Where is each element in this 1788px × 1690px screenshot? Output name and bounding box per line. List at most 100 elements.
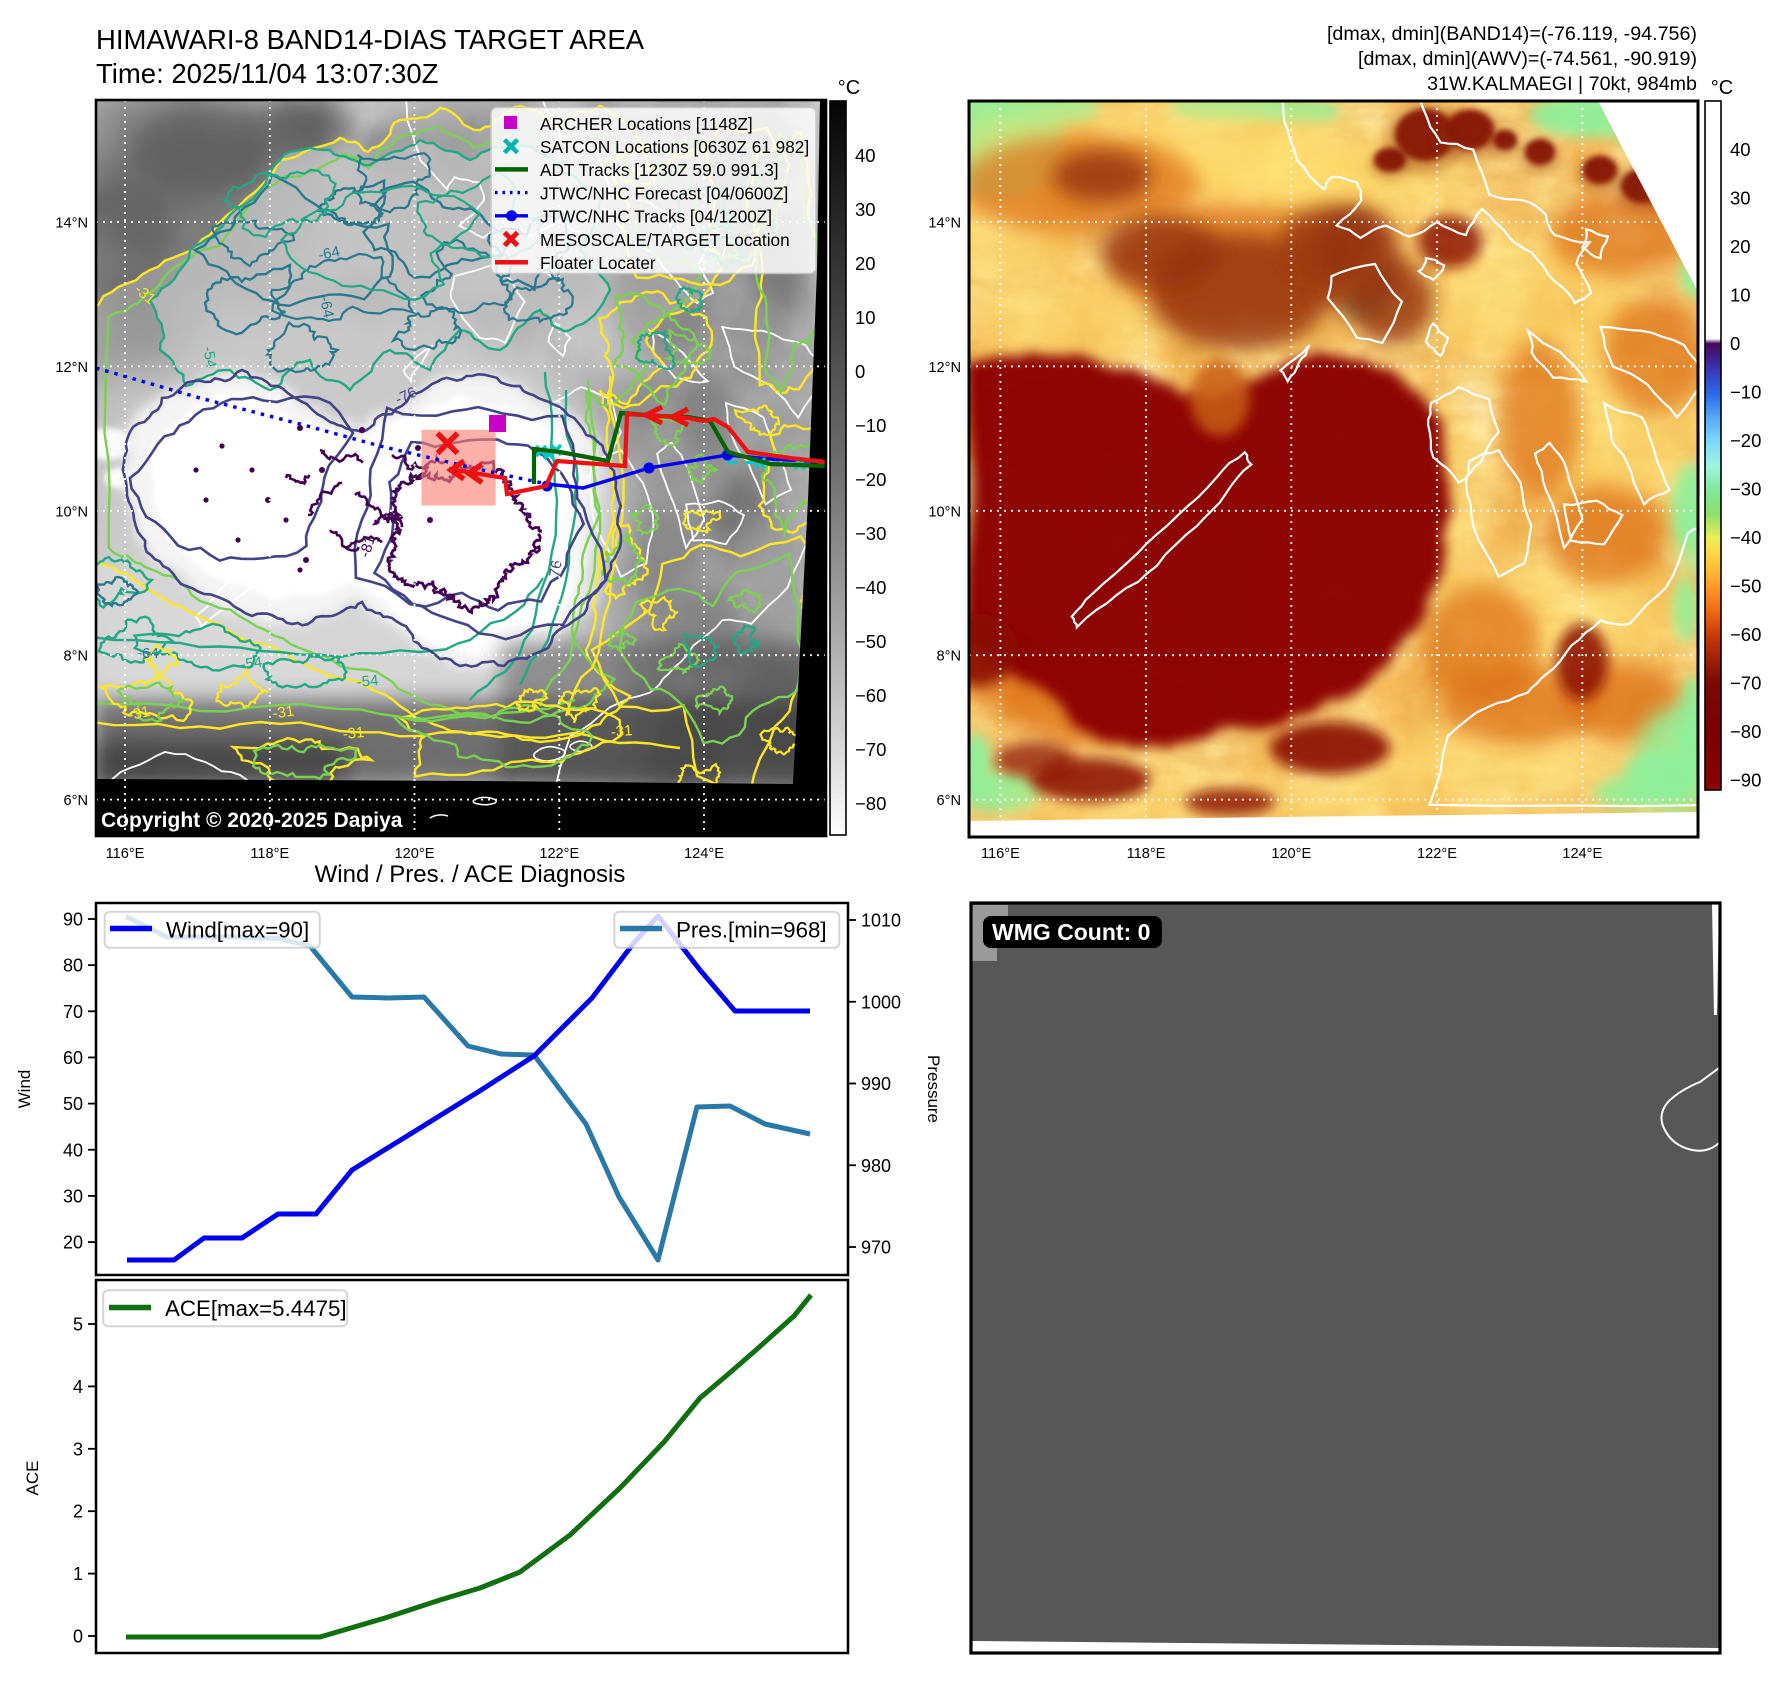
svg-text:Wind[max=90]: Wind[max=90] [166, 917, 309, 942]
svg-text:[dmax, dmin](AWV)=(-74.561, -9: [dmax, dmin](AWV)=(-74.561, -90.919) [1358, 48, 1697, 70]
svg-text:Copyright © 2020-2025 Dapiya: Copyright © 2020-2025 Dapiya [101, 809, 403, 832]
svg-text:0: 0 [73, 1627, 83, 1647]
svg-text:ADT Tracks [1230Z 59.0 991.3]: ADT Tracks [1230Z 59.0 991.3] [540, 160, 779, 180]
svg-text:14°N: 14°N [928, 216, 961, 232]
svg-text:60: 60 [63, 1048, 83, 1068]
svg-text:-31: -31 [610, 722, 633, 741]
svg-text:0: 0 [855, 361, 865, 382]
svg-text:Time: 2025/11/04 13:07:30Z: Time: 2025/11/04 13:07:30Z [96, 58, 438, 89]
svg-text:118°E: 118°E [1127, 846, 1166, 862]
svg-text:12°N: 12°N [55, 360, 88, 376]
svg-text:Pressure: Pressure [924, 1055, 943, 1123]
svg-text:50: 50 [63, 1094, 83, 1114]
svg-text:2: 2 [73, 1502, 83, 1522]
svg-text:ACE: ACE [23, 1461, 42, 1496]
svg-text:−60: −60 [1730, 624, 1761, 645]
svg-text:°C: °C [838, 77, 860, 99]
svg-text:−40: −40 [855, 577, 886, 598]
svg-text:-76: -76 [545, 559, 566, 583]
svg-text:6°N: 6°N [937, 793, 962, 809]
svg-text:ARCHER Locations [1148Z]: ARCHER Locations [1148Z] [540, 114, 753, 134]
svg-text:120°E: 120°E [395, 846, 435, 862]
svg-text:30: 30 [1730, 188, 1751, 209]
svg-text:Pres.[min=968]: Pres.[min=968] [676, 917, 827, 942]
svg-text:JTWC/NHC Tracks [04/1200Z]: JTWC/NHC Tracks [04/1200Z] [540, 207, 772, 227]
svg-text:WMG Count: 0: WMG Count: 0 [992, 919, 1150, 945]
svg-text:14°N: 14°N [55, 216, 88, 232]
svg-text:990: 990 [861, 1074, 891, 1094]
svg-text:−20: −20 [1730, 430, 1761, 451]
svg-text:1: 1 [73, 1564, 83, 1584]
svg-text:116°E: 116°E [106, 846, 145, 862]
svg-text:SATCON Locations [0630Z 61 982: SATCON Locations [0630Z 61 982] [540, 137, 809, 157]
svg-text:970: 970 [861, 1238, 891, 1258]
svg-text:10: 10 [855, 307, 876, 328]
svg-text:20: 20 [1730, 236, 1751, 257]
svg-text:6°N: 6°N [64, 793, 89, 809]
svg-text:10°N: 10°N [928, 504, 961, 520]
svg-text:−20: −20 [855, 469, 886, 490]
svg-text:−50: −50 [1730, 576, 1761, 597]
svg-text:116°E: 116°E [981, 846, 1020, 862]
svg-text:40: 40 [1730, 139, 1751, 160]
svg-text:-54: -54 [356, 672, 379, 691]
svg-text:3: 3 [73, 1439, 83, 1459]
svg-text:Floater Locater: Floater Locater [540, 253, 656, 273]
svg-text:Wind: Wind [15, 1070, 34, 1109]
svg-text:8°N: 8°N [64, 649, 89, 665]
svg-text:−90: −90 [1730, 770, 1761, 791]
svg-text:20: 20 [855, 253, 876, 274]
svg-text:20: 20 [63, 1233, 83, 1253]
svg-text:30: 30 [63, 1186, 83, 1206]
svg-text:-64: -64 [137, 645, 159, 662]
svg-text:-31: -31 [127, 703, 152, 724]
svg-text:Wind / Pres. / ACE Diagnosis: Wind / Pres. / ACE Diagnosis [315, 861, 626, 888]
svg-text:80: 80 [63, 956, 83, 976]
svg-text:1000: 1000 [861, 992, 901, 1012]
svg-text:0: 0 [1730, 333, 1740, 354]
svg-text:-54: -54 [239, 654, 263, 674]
svg-text:122°E: 122°E [539, 846, 579, 862]
svg-text:-31: -31 [271, 703, 295, 723]
svg-text:−30: −30 [855, 523, 886, 544]
svg-text:40: 40 [63, 1140, 83, 1160]
svg-text:−30: −30 [1730, 479, 1761, 500]
svg-text:−60: −60 [855, 685, 886, 706]
svg-text:−40: −40 [1730, 527, 1761, 548]
svg-text:12°N: 12°N [928, 360, 961, 376]
svg-text:40: 40 [855, 145, 876, 166]
svg-text:−10: −10 [1730, 382, 1761, 403]
svg-text:MESOSCALE/TARGET Location: MESOSCALE/TARGET Location [540, 230, 790, 250]
svg-text:°C: °C [1711, 77, 1733, 99]
svg-text:120°E: 120°E [1271, 846, 1311, 862]
svg-text:-81: -81 [356, 534, 379, 560]
svg-text:122°E: 122°E [1417, 846, 1457, 862]
svg-text:−80: −80 [855, 793, 886, 814]
svg-text:−10: −10 [855, 415, 886, 436]
svg-text:HIMAWARI-8 BAND14-DIAS TARGET: HIMAWARI-8 BAND14-DIAS TARGET AREA [96, 24, 645, 55]
svg-text:[dmax, dmin](BAND14)=(-76.119,: [dmax, dmin](BAND14)=(-76.119, -94.756) [1327, 23, 1697, 45]
svg-text:31W.KALMAEGI | 70kt, 984mb: 31W.KALMAEGI | 70kt, 984mb [1427, 73, 1697, 95]
svg-text:30: 30 [855, 199, 876, 220]
svg-text:-64: -64 [317, 243, 342, 264]
svg-text:-64: -64 [316, 295, 337, 320]
svg-text:10°N: 10°N [55, 504, 88, 520]
svg-text:JTWC/NHC Forecast [04/0600Z]: JTWC/NHC Forecast [04/0600Z] [540, 183, 788, 203]
svg-text:124°E: 124°E [684, 846, 724, 862]
svg-text:4: 4 [73, 1377, 83, 1397]
svg-text:90: 90 [63, 910, 83, 930]
svg-text:70: 70 [63, 1002, 83, 1022]
svg-text:118°E: 118°E [250, 846, 289, 862]
svg-text:124°E: 124°E [1562, 846, 1602, 862]
svg-text:−80: −80 [1730, 721, 1761, 742]
svg-text:5: 5 [73, 1315, 83, 1335]
svg-text:−70: −70 [855, 739, 886, 760]
svg-text:10: 10 [1730, 285, 1751, 306]
svg-text:ACE[max=5.4475]: ACE[max=5.4475] [165, 1296, 347, 1321]
svg-text:−70: −70 [1730, 673, 1761, 694]
svg-text:−50: −50 [855, 631, 886, 652]
svg-text:980: 980 [861, 1156, 891, 1176]
svg-text:8°N: 8°N [937, 649, 962, 665]
svg-text:-31: -31 [342, 724, 365, 743]
svg-text:-54: -54 [199, 345, 220, 369]
